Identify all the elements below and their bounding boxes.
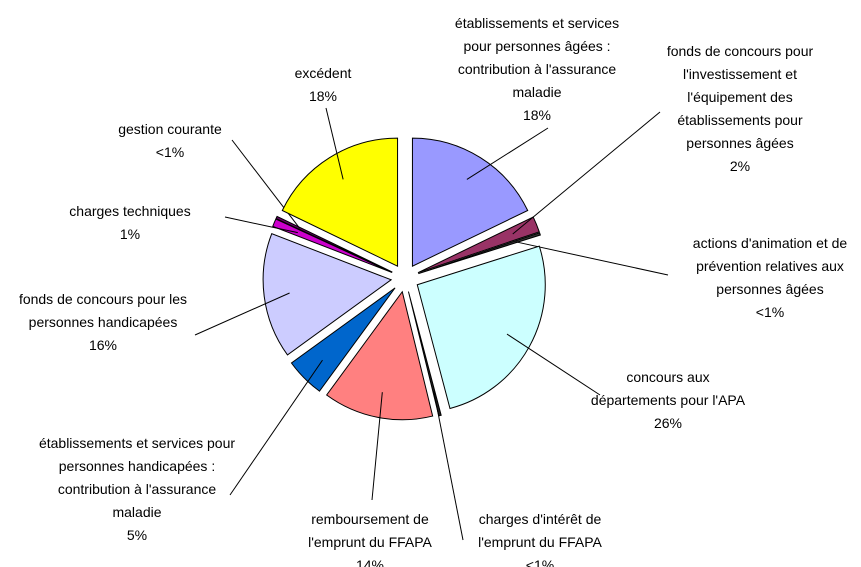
slice-label: charges d'intérêt de l'emprunt du FFAPA <…	[460, 508, 620, 567]
leader-line	[515, 241, 669, 276]
slice-label: excédent 18%	[263, 62, 383, 108]
pie-slice	[272, 218, 393, 274]
slice-label: charges techniques 1%	[35, 200, 225, 246]
pie-slice	[325, 290, 434, 421]
category-name: établissements et services pour personne…	[38, 435, 236, 520]
leader-line	[466, 127, 549, 180]
leader-line	[229, 359, 323, 496]
value-label: 1%	[119, 226, 141, 242]
category-name: remboursement de l'emprunt du FFAPA	[308, 511, 432, 550]
category-name: excédent	[294, 65, 352, 81]
pie-slice	[418, 232, 541, 275]
value-label: 18%	[308, 88, 338, 104]
pie-slice	[416, 245, 546, 410]
category-name: charges techniques	[69, 203, 191, 219]
category-name: établissements et services pour personne…	[454, 15, 620, 100]
slice-label: fonds de concours pour l'investissement …	[645, 40, 835, 178]
slice-label: actions d'animation et de prévention rel…	[675, 232, 861, 324]
pie-slice	[262, 232, 393, 356]
slice-label: gestion courante <1%	[110, 118, 230, 164]
slice-label: établissements et services pour personne…	[37, 432, 237, 547]
pie-slice	[411, 137, 529, 267]
leader-line	[231, 139, 301, 229]
category-name: fonds de concours pour les personnes han…	[18, 291, 188, 330]
value-label: 14%	[355, 557, 385, 567]
category-name: fonds de concours pour l'investissement …	[666, 43, 814, 151]
value-label: 2%	[729, 158, 751, 174]
value-label: <1%	[755, 304, 785, 320]
leader-line	[224, 216, 298, 234]
slice-label: établissements et services pour personne…	[450, 12, 625, 127]
pie-slice	[281, 137, 399, 267]
leader-line	[506, 333, 601, 396]
leader-line	[371, 392, 383, 501]
pie-slice	[290, 287, 396, 392]
leader-line	[194, 292, 290, 336]
value-label: 16%	[88, 337, 118, 353]
value-label: 18%	[522, 107, 552, 123]
leader-line	[325, 107, 344, 180]
category-name: charges d'intérêt de l'emprunt du FFAPA	[478, 511, 602, 550]
value-label: <1%	[525, 557, 555, 567]
category-name: gestion courante	[118, 121, 222, 137]
leader-line	[433, 390, 464, 541]
pie-slice	[275, 215, 393, 273]
leader-line	[512, 111, 661, 235]
category-name: concours aux départements pour l'APA	[590, 369, 746, 408]
value-label: 5%	[126, 527, 148, 543]
category-name: actions d'animation et de prévention rel…	[692, 235, 848, 297]
slice-label: remboursement de l'emprunt du FFAPA 14%	[290, 508, 450, 567]
slice-label: fonds de concours pour les personnes han…	[8, 288, 198, 357]
value-label: 26%	[653, 415, 683, 431]
value-label: <1%	[155, 144, 185, 160]
slice-label: concours aux départements pour l'APA 26%	[588, 366, 748, 435]
